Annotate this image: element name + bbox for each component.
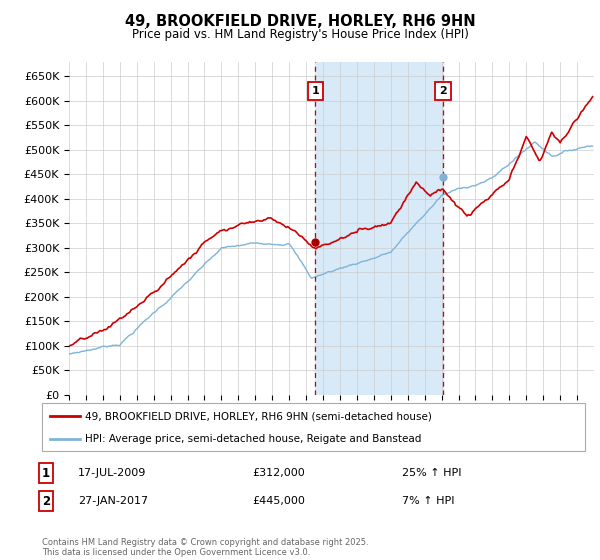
Text: 7% ↑ HPI: 7% ↑ HPI — [402, 496, 455, 506]
Text: Contains HM Land Registry data © Crown copyright and database right 2025.
This d: Contains HM Land Registry data © Crown c… — [42, 538, 368, 557]
Text: HPI: Average price, semi-detached house, Reigate and Banstead: HPI: Average price, semi-detached house,… — [85, 434, 422, 444]
Text: 17-JUL-2009: 17-JUL-2009 — [78, 468, 146, 478]
Text: 49, BROOKFIELD DRIVE, HORLEY, RH6 9HN: 49, BROOKFIELD DRIVE, HORLEY, RH6 9HN — [125, 14, 475, 29]
Text: 27-JAN-2017: 27-JAN-2017 — [78, 496, 148, 506]
Text: 25% ↑ HPI: 25% ↑ HPI — [402, 468, 461, 478]
Text: 49, BROOKFIELD DRIVE, HORLEY, RH6 9HN (semi-detached house): 49, BROOKFIELD DRIVE, HORLEY, RH6 9HN (s… — [85, 411, 433, 421]
Text: 1: 1 — [42, 466, 50, 480]
Text: £312,000: £312,000 — [252, 468, 305, 478]
Text: 2: 2 — [439, 86, 447, 96]
Text: Price paid vs. HM Land Registry's House Price Index (HPI): Price paid vs. HM Land Registry's House … — [131, 28, 469, 41]
Text: £445,000: £445,000 — [252, 496, 305, 506]
Text: 1: 1 — [311, 86, 319, 96]
Bar — [315, 62, 443, 395]
Text: 2: 2 — [42, 494, 50, 508]
